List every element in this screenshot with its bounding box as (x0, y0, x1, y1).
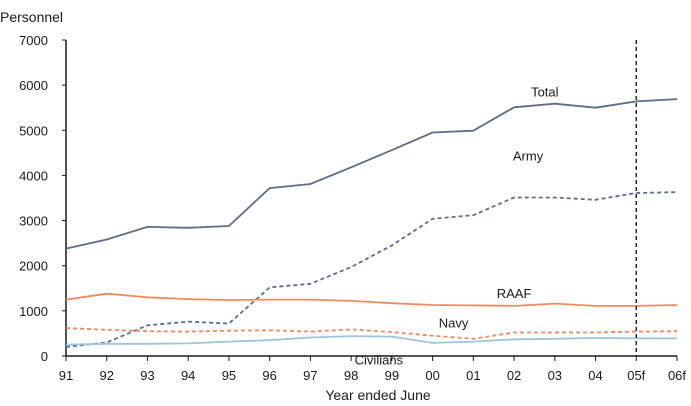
x-tick-label: 98 (344, 368, 358, 383)
y-tick-label: 2000 (19, 259, 48, 274)
x-tick-label: 99 (385, 368, 399, 383)
y-tick-label: 4000 (19, 168, 48, 183)
x-tick-label: 93 (140, 368, 154, 383)
x-tick-label: 95 (222, 368, 236, 383)
series-label-raaf: RAAF (497, 286, 532, 301)
series-label-navy: Navy (439, 316, 469, 331)
y-tick-label: 3000 (19, 214, 48, 229)
series-line-raaf (65, 292, 678, 307)
x-tick-label: 04 (588, 368, 602, 383)
series-label-civilians: Civilians (355, 353, 404, 368)
x-tick-label: 97 (303, 368, 317, 383)
x-tick-label: 91 (59, 368, 73, 383)
y-tick-label: 7000 (19, 33, 48, 48)
x-axis-title: Year ended June (325, 387, 431, 403)
x-tick-label: 96 (262, 368, 276, 383)
y-tick-label: 1000 (19, 304, 48, 319)
x-tick-label: 06f (668, 368, 686, 383)
x-tick-label: 02 (507, 368, 521, 383)
series-line-civilians (65, 335, 677, 346)
series-line-army (65, 191, 678, 348)
x-axis-ticks: 91 92 93 94 95 96 97 98 99 00 01 02 03 04 05f 06f (59, 356, 686, 383)
x-tick-label: 94 (181, 368, 195, 383)
y-axis-title: Personnel (0, 9, 63, 25)
y-tick-label: 5000 (19, 123, 48, 138)
series-lines (65, 98, 678, 348)
series-line-total (65, 98, 678, 250)
x-tick-label: 05f (627, 368, 645, 383)
series-label-total: Total (531, 85, 559, 100)
axes (65, 40, 677, 357)
y-axis-ticks: 0 1000 2000 3000 4000 5000 6000 7000 (19, 33, 66, 364)
y-tick-label: 0 (41, 349, 48, 364)
y-tick-label: 6000 (19, 78, 48, 93)
x-tick-label: 00 (425, 368, 439, 383)
series-line-navy (65, 327, 678, 340)
x-tick-label: 01 (466, 368, 480, 383)
x-tick-label: 92 (99, 368, 113, 383)
series-label-army: Army (513, 149, 544, 164)
x-tick-label: 03 (548, 368, 562, 383)
series-labels: Total Army RAAF Navy Civilians (355, 85, 559, 368)
